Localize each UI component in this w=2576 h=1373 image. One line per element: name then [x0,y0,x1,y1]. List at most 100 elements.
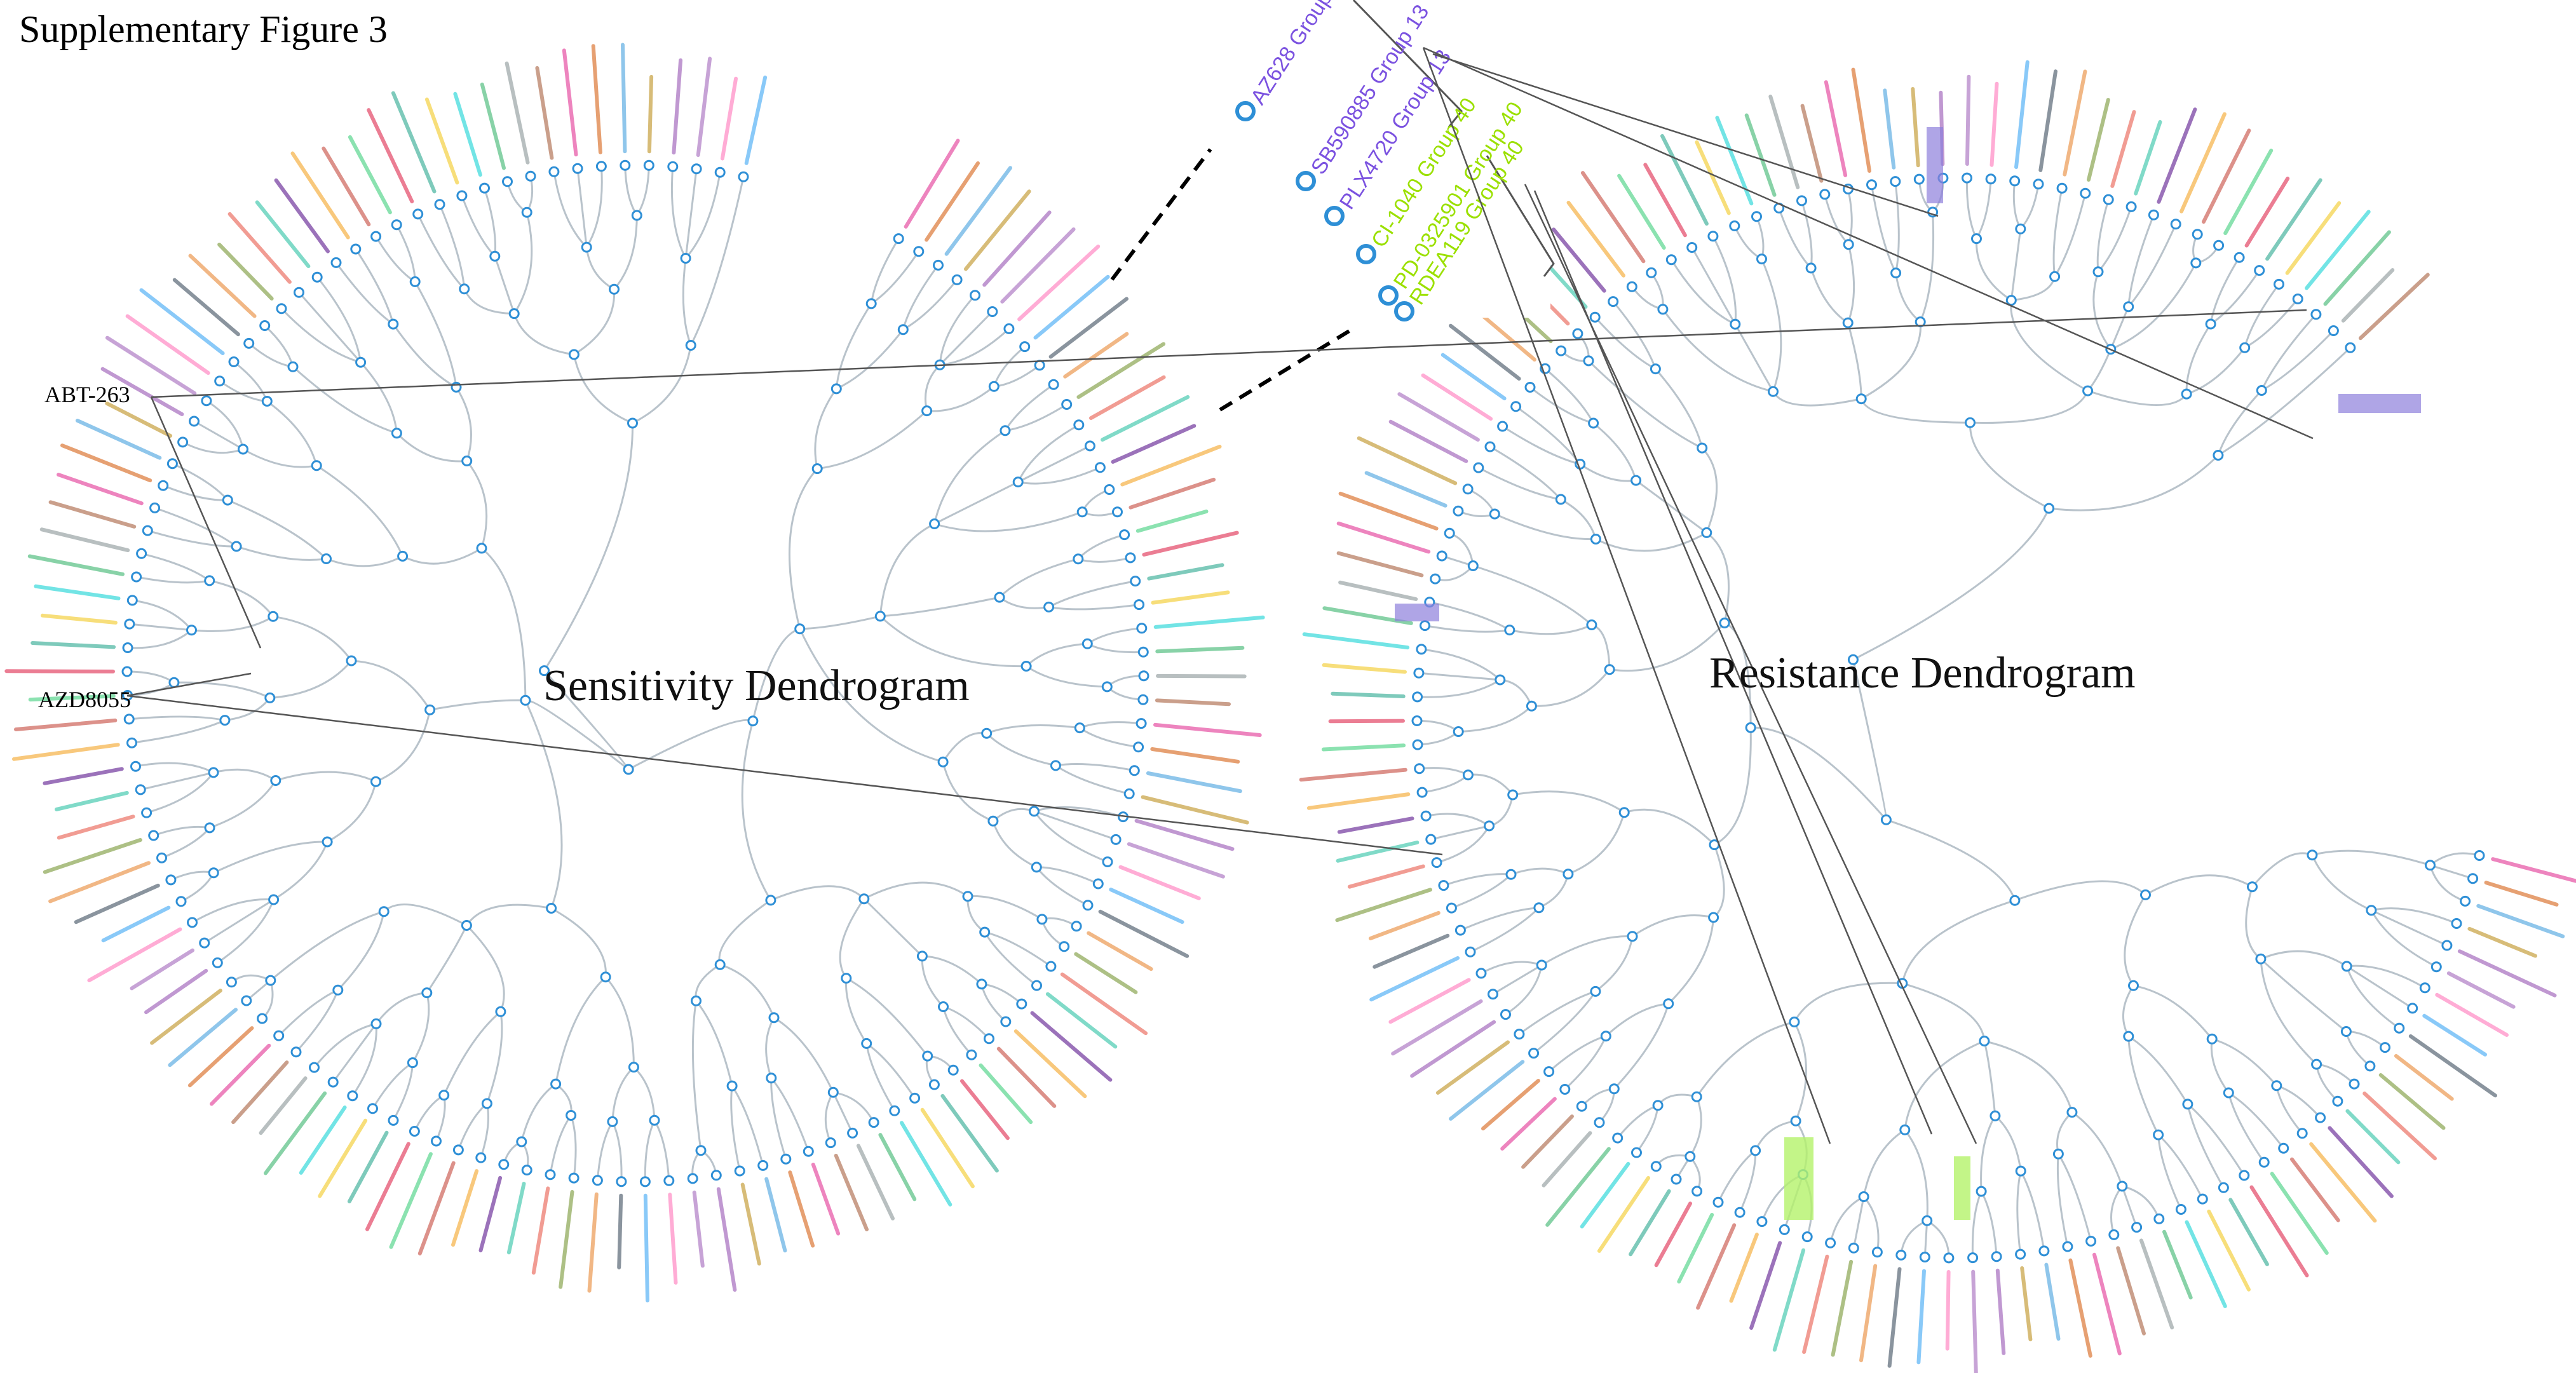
sensitivity-branch [835,303,872,389]
sensitivity-branch [879,615,1027,668]
sensitivity-leaf-label-mark [105,402,173,438]
sensitivity-leaf-label-mark [453,91,482,177]
resistance-leaf-node [2170,219,2181,230]
sensitivity-node [238,443,248,455]
resistance-leaf-label-mark [2139,1238,2174,1330]
sensitivity-branch [146,771,215,814]
sensitivity-leaf-label-mark [105,335,197,395]
resistance-leaf-label-mark [1338,491,1439,531]
resistance-branch [1712,236,1737,325]
sensitivity-branch [994,364,1041,388]
resistance-leaf-label-mark [1772,1248,1806,1352]
sensitivity-leaf-label-mark [41,613,118,625]
resistance-leaf-node [1671,1173,1682,1185]
sensitivity-node [861,1038,872,1049]
resistance-node [1880,814,1892,825]
resistance-leaf-node [1412,739,1423,750]
sensitivity-leaf-node [130,761,141,772]
resistance-branch [2133,984,2213,1040]
sensitivity-leaf-label-mark [290,151,350,240]
zoom-bracket [1352,0,1463,128]
resistance-branch [1902,982,1986,1041]
resistance-branch [2311,855,2372,912]
resistance-branch [2228,1092,2284,1149]
sensitivity-branch [163,484,228,501]
resistance-leaf-node [2451,918,2462,929]
resistance-branch [2087,389,2188,406]
sensitivity-branch [154,506,237,548]
resistance-node [2190,257,2202,269]
resistance-branch [2110,1186,2123,1235]
resistance-branch [1451,874,1512,909]
sensitivity-branch [231,974,271,984]
resistance-leaf-label-mark [1995,1268,2006,1355]
callout-abt263: ABT-263 [44,382,130,407]
sensitivity-branch [1087,642,1144,654]
zoom-inset-node [1324,206,1345,226]
sensitivity-leaf-label-mark [720,76,738,161]
resistance-leaf-node [1890,176,1901,187]
sensitivity-leaf-node [1137,646,1149,658]
sensitivity-node [747,715,759,727]
sensitivity-branch [870,238,900,304]
sensitivity-node [208,767,219,778]
resistance-leaf-label-mark [2207,1209,2251,1292]
resistance-leaf-label-mark [1916,1269,1926,1365]
sensitivity-branch [799,615,881,630]
sensitivity-leaf-label-mark [367,108,414,203]
sensitivity-node [1074,722,1085,734]
sensitivity-node [222,494,233,506]
sensitivity-node [962,891,973,902]
cross-connector-line [1524,184,1977,1144]
resistance-leaf-node [2310,309,2322,320]
sensitivity-branch [213,768,276,781]
resistance-leaf-node [1572,328,1583,339]
resistance-branch [2275,1085,2303,1134]
resistance-branch [2121,1186,2138,1228]
sensitivity-leaf-node [667,161,679,172]
sensitivity-branch [273,841,329,901]
resistance-leaf-node [2009,175,2021,187]
resistance-branch [2127,1036,2159,1135]
sensitivity-node [581,241,592,253]
sensitivity-branch [316,464,403,557]
sensitivity-branch [396,432,467,463]
resistance-node [1505,869,1517,880]
resistance-node [1890,267,1902,279]
sensitivity-branch [741,720,772,901]
sensitivity-node [489,250,501,262]
resistance-leaf-node [2038,1245,2050,1257]
sensitivity-node [987,815,999,827]
sensitivity-branch [902,279,958,331]
sensitivity-leaf-node [131,571,142,583]
sensitivity-branch [543,423,634,672]
resistance-node [1563,869,1574,880]
sensitivity-leaf-label-mark [424,97,459,185]
resistance-leaf-node [1484,441,1496,452]
sensitivity-leaf-node [1137,694,1149,705]
resistance-leaf-node [2148,209,2159,220]
resistance-leaf-node [1524,382,1536,393]
resistance-leaf-label-mark [1744,113,1777,197]
sensitivity-leaf-node [780,1153,792,1165]
sensitivity-node [695,1145,707,1156]
sensitivity-node [204,822,215,834]
resistance-branch [1691,247,1737,325]
sensitivity-branch [209,780,277,829]
sensitivity-leaf-node [1016,998,1027,1010]
resistance-leaf-node [1416,787,1428,798]
resistance-leaf-node [2345,342,2356,353]
resistance-leaf-label-mark [2223,148,2274,235]
sensitivity-leaf-label-mark [34,584,121,600]
resistance-leaf-node [1413,667,1425,679]
resistance-branch [1895,273,1922,323]
resistance-node [1701,527,1712,538]
resistance-node [2341,961,2352,972]
sensitivity-leaf-label-mark [299,1106,347,1175]
sensitivity-branch [484,187,497,257]
resistance-leaf-node [1488,989,1498,1000]
sensitivity-leaf-node [714,166,726,178]
sensitivity-node [897,324,909,335]
sensitivity-node [568,349,580,360]
sensitivity-node [922,1050,933,1062]
